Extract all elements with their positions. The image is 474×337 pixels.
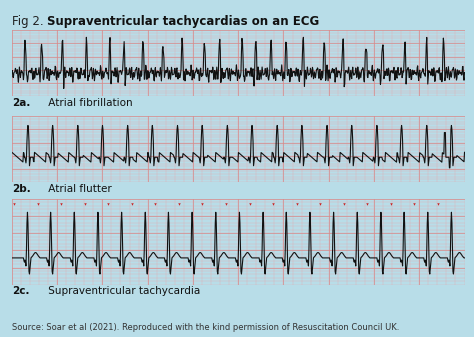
Text: 2b.: 2b.: [12, 184, 31, 194]
Text: 2a.: 2a.: [12, 98, 30, 108]
Text: Atrial flutter: Atrial flutter: [45, 184, 112, 194]
Text: Fig 2.: Fig 2.: [12, 15, 47, 28]
Text: 2c.: 2c.: [12, 286, 29, 297]
Text: Supraventricular tachycardia: Supraventricular tachycardia: [45, 286, 201, 297]
Text: Supraventricular tachycardias on an ECG: Supraventricular tachycardias on an ECG: [47, 15, 319, 28]
Text: Source: Soar et al (2021). Reproduced with the kind permission of Resuscitation : Source: Soar et al (2021). Reproduced wi…: [12, 323, 399, 332]
Text: Atrial fibrillation: Atrial fibrillation: [45, 98, 133, 108]
